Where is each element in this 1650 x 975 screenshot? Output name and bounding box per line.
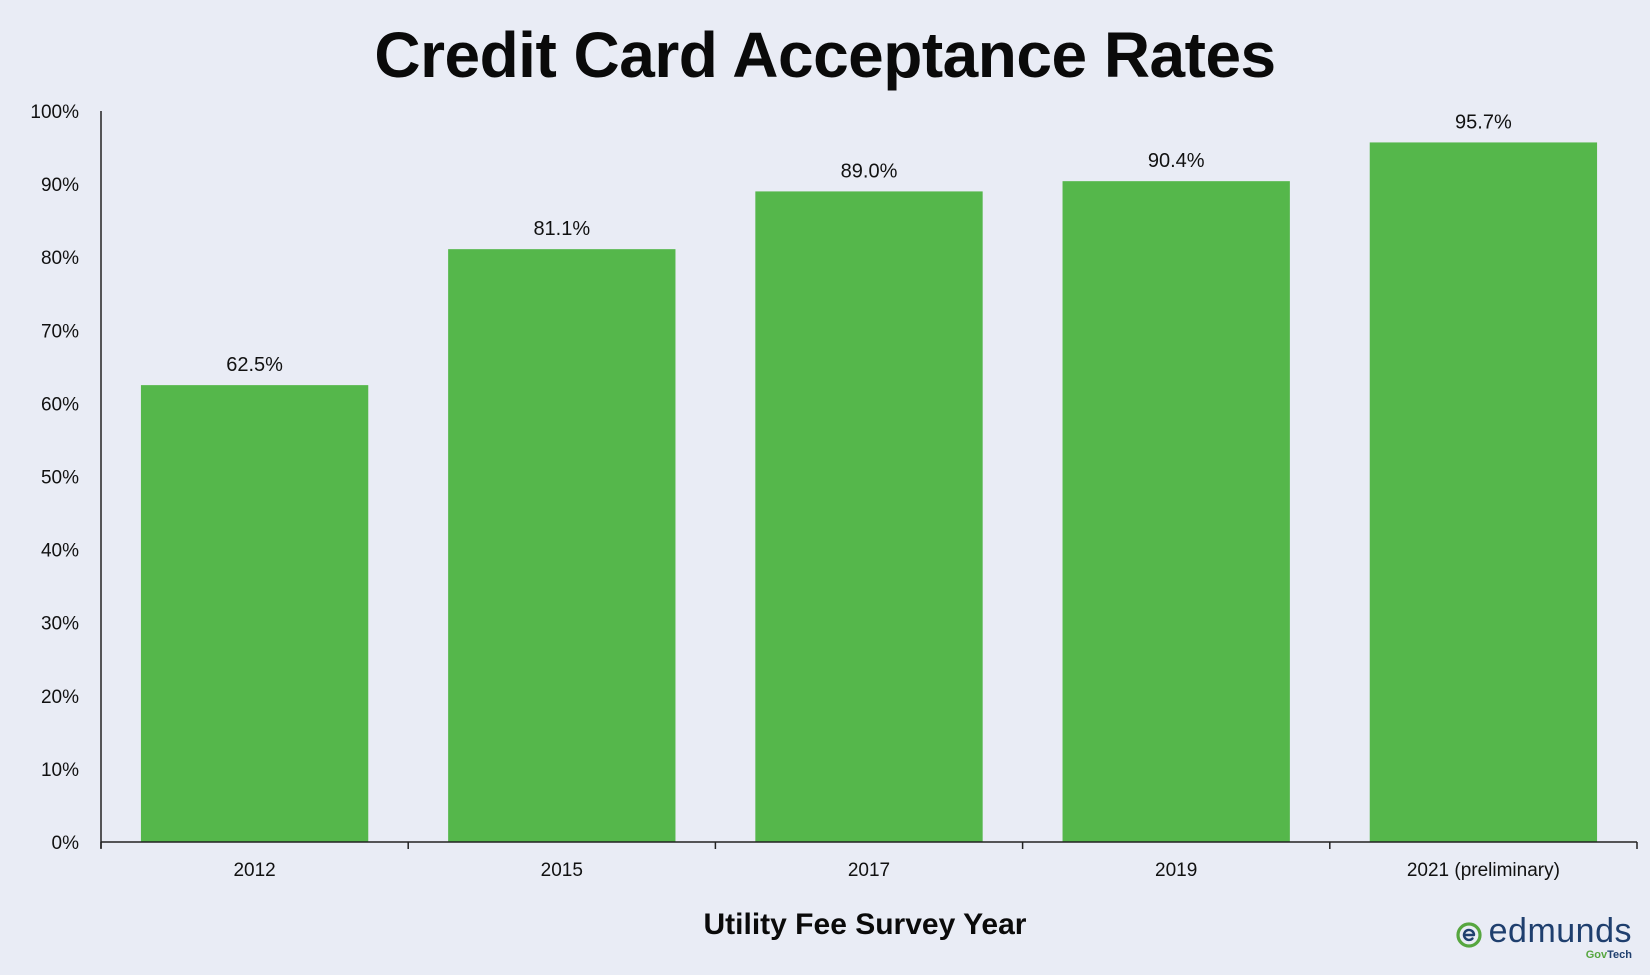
chart-title: Credit Card Acceptance Rates [374, 19, 1276, 91]
logo-subtitle: GovTech [1585, 949, 1632, 961]
x-tick-label: 2017 [848, 860, 890, 881]
bar [755, 191, 983, 842]
y-tick-label: 60% [41, 394, 79, 415]
bar [1062, 181, 1290, 842]
y-tick-label: 20% [41, 687, 79, 708]
x-tick-label: 2021 (preliminary) [1407, 860, 1560, 881]
y-tick-label: 50% [41, 468, 79, 489]
x-tick-label: 2019 [1155, 860, 1197, 881]
y-tick-label: 100% [30, 102, 79, 123]
bar [140, 385, 369, 842]
y-tick-label: 0% [52, 833, 80, 854]
x-tick-label: 2012 [233, 860, 275, 881]
data-label: 95.7% [1455, 111, 1512, 133]
y-tick-label: 10% [41, 760, 79, 781]
data-label: 81.1% [533, 218, 590, 240]
x-tick-label: 2015 [541, 860, 583, 881]
data-label: 62.5% [226, 354, 283, 376]
edmunds-govtech-logo: edmunds GovTech [1455, 913, 1632, 961]
bars [140, 142, 1598, 843]
data-label: 89.0% [841, 160, 898, 182]
y-tick-label: 30% [41, 614, 79, 635]
y-tick-label: 70% [41, 321, 79, 342]
data-label: 90.4% [1148, 150, 1205, 172]
logo-wordmark: edmunds [1488, 912, 1632, 950]
bar [1369, 142, 1598, 843]
data-labels: 62.5% 81.1% 89.0% 90.4% 95.7% [226, 111, 1512, 376]
bar [448, 249, 676, 842]
y-tick-label: 90% [41, 175, 79, 196]
x-axis-ticks: 2012 2015 2017 2019 2021 (preliminary) [100, 842, 1638, 881]
y-tick-label: 80% [41, 248, 79, 269]
edmunds-logo-icon [1456, 922, 1482, 948]
y-axis-ticks: 0% 10% 20% 30% 40% 50% 60% 70% 80% 90% 100% [30, 102, 79, 854]
x-axis-title: Utility Fee Survey Year [704, 908, 1027, 941]
y-tick-label: 40% [41, 541, 79, 562]
